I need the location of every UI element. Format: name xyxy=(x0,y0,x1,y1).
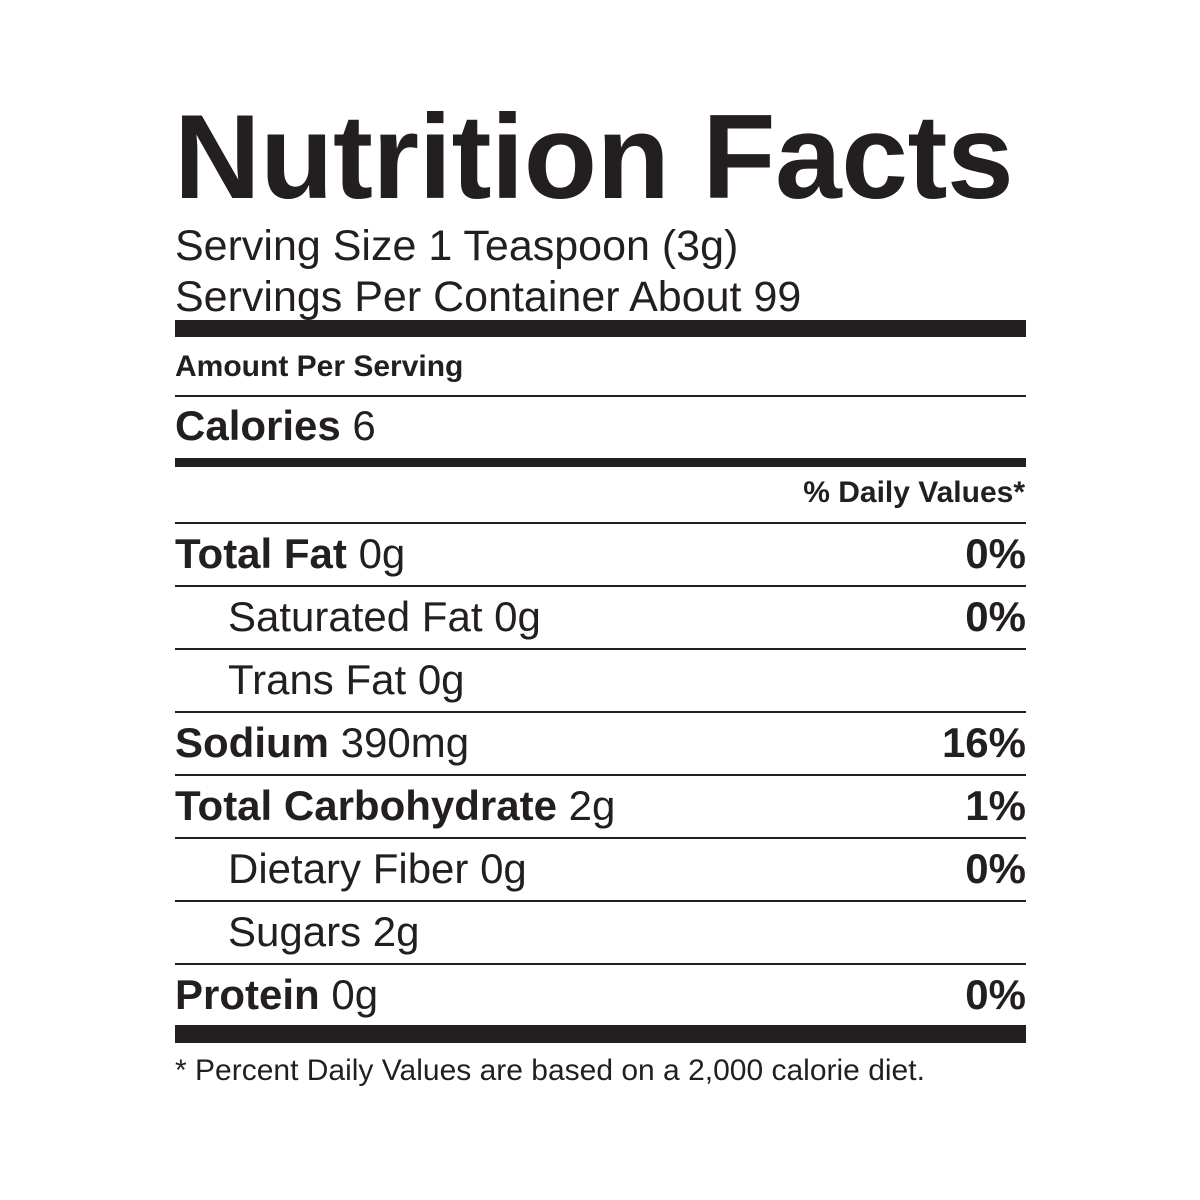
nutrient-label: Dietary Fiber 0g xyxy=(175,845,527,893)
thick-divider xyxy=(175,1025,1026,1043)
divider xyxy=(175,585,1026,587)
nutrient-label: Sugars 2g xyxy=(175,908,419,956)
nutrient-name: Total Fat xyxy=(175,530,347,577)
divider xyxy=(175,837,1026,839)
nutrient-daily-value: 0% xyxy=(965,971,1026,1018)
daily-values-header: % Daily Values* xyxy=(803,476,1025,509)
nutrient-row: Sugars 2g xyxy=(175,901,1026,963)
calories-value: 6 xyxy=(352,402,376,449)
nutrient-daily-value: 0% xyxy=(965,530,1026,577)
nutrient-amount: 2g xyxy=(372,908,420,955)
nutrient-label: Total Fat 0g xyxy=(175,530,405,578)
nutrient-name: Total Carbohydrate xyxy=(175,782,557,829)
nutrient-label: Sodium 390mg xyxy=(175,719,469,767)
divider xyxy=(175,774,1026,776)
nutrient-row: Protein 0g 0% xyxy=(175,964,1026,1026)
nutrient-daily-value: 16% xyxy=(941,719,1026,766)
servings-per-container: Servings Per Container About 99 xyxy=(175,273,802,321)
amount-per-serving: Amount Per Serving xyxy=(175,350,464,383)
nutrient-amount: 0g xyxy=(417,656,465,703)
divider xyxy=(175,395,1026,397)
nutrient-row: Trans Fat 0g xyxy=(175,649,1026,711)
nutrient-daily-value: 0% xyxy=(965,845,1026,892)
nutrient-name: Saturated Fat xyxy=(228,593,483,640)
divider xyxy=(175,711,1026,713)
nutrient-name: Sugars xyxy=(228,908,362,955)
divider xyxy=(175,522,1026,524)
label-title: Nutrition Facts xyxy=(174,90,1014,224)
nutrient-row: Total Carbohydrate 2g 1% xyxy=(175,775,1026,837)
nutrient-row: Saturated Fat 0g 0% xyxy=(175,586,1026,648)
nutrient-label: Trans Fat 0g xyxy=(175,656,465,704)
divider xyxy=(175,900,1026,902)
nutrient-amount: 0g xyxy=(480,845,527,892)
thick-divider xyxy=(175,320,1026,337)
nutrient-amount: 0g xyxy=(494,593,541,640)
nutrient-daily-value: 0% xyxy=(965,593,1026,640)
nutrient-name: Sodium xyxy=(175,719,329,766)
nutrient-name: Dietary Fiber xyxy=(228,845,469,892)
footnote: * Percent Daily Values are based on a 2,… xyxy=(175,1054,925,1087)
nutrient-amount: 0g xyxy=(331,971,379,1018)
nutrient-label: Total Carbohydrate 2g xyxy=(175,782,615,830)
nutrient-row: Sodium 390mg 16% xyxy=(175,712,1026,774)
serving-size: Serving Size 1 Teaspoon (3g) xyxy=(175,222,739,270)
divider xyxy=(175,648,1026,650)
nutrient-amount: 390mg xyxy=(340,719,470,766)
calories-row: Calories 6 xyxy=(175,402,376,450)
nutrient-row: Dietary Fiber 0g 0% xyxy=(175,838,1026,900)
medium-divider xyxy=(175,458,1026,467)
nutrient-amount: 0g xyxy=(358,530,406,577)
divider xyxy=(175,963,1026,965)
nutrient-daily-value: 1% xyxy=(965,782,1026,829)
calories-label: Calories xyxy=(175,402,341,449)
nutrient-row: Total Fat 0g 0% xyxy=(175,523,1026,585)
nutrient-label: Protein 0g xyxy=(175,971,378,1019)
nutrient-label: Saturated Fat 0g xyxy=(175,593,541,641)
nutrient-name: Protein xyxy=(175,971,320,1018)
nutrient-amount: 2g xyxy=(568,782,616,829)
nutrient-name: Trans Fat xyxy=(228,656,407,703)
